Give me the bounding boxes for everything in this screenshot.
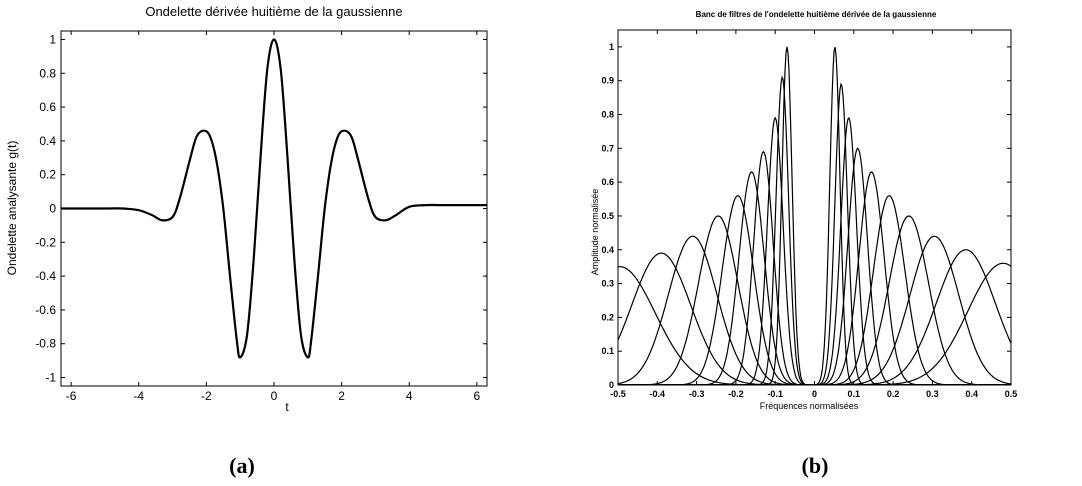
chart-b-filter-line [618, 82, 1011, 385]
chart-a-y-tick-label: -0.8 [35, 337, 56, 351]
chart-b-x-tick-label: 0.5 [1005, 389, 1018, 399]
chart-b-y-tick-label: 0.5 [601, 211, 614, 221]
chart-b-x-tick-label: -0.1 [767, 389, 783, 399]
chart-a-y-ticks: -1 -0.8 -0.6 -0.4 -0.2 0 0.2 0.4 0.6 0.8 1 [35, 32, 487, 385]
chart-b-filter-line [618, 266, 1011, 385]
chart-b-filter-line [618, 195, 1011, 385]
chart-b-x-axis-label: Fréquences normalisées [760, 401, 859, 411]
chart-a-x-axis-label: t [285, 400, 289, 414]
chart-a-y-tick-label: 0.8 [39, 66, 56, 80]
chart-a-series-line [60, 38, 487, 359]
caption-a: (a) [229, 453, 255, 478]
chart-b-x-tick-label: -0.2 [728, 389, 744, 399]
chart-b-filter-line [618, 235, 1011, 385]
chart-b-y-tick-label: 0 [609, 380, 614, 390]
chart-b-filter-line [618, 116, 1011, 385]
chart-b-x-tick-label: 0.3 [926, 389, 939, 399]
chart-b-x-tick-label: 0 [812, 389, 817, 399]
chart-b-x-tick-label: 0.4 [965, 389, 978, 399]
chart-b-filter-line [618, 116, 1011, 385]
chart-b-y-tick-label: 0.2 [601, 312, 614, 322]
chart-b-x-tick-label: -0.5 [610, 389, 626, 399]
chart-a-x-tick-label: 2 [338, 389, 345, 403]
chart-b-y-tick-label: 0.6 [601, 177, 614, 187]
chart-b-filter-line [618, 215, 1011, 385]
chart-a-y-tick-label: 0.2 [39, 168, 56, 182]
chart-a-x-tick-label: 4 [406, 389, 413, 403]
chart-a-title: Ondelette dérivée huitième de la gaussie… [145, 4, 402, 19]
chart-b-filter-line [618, 46, 1011, 385]
chart-b-filter-line [618, 249, 1011, 385]
chart-b-filter-line [618, 262, 1011, 385]
chart-b-y-tick-label: 0.8 [601, 110, 614, 120]
chart-a: Ondelette dérivée huitième de la gaussie… [5, 4, 488, 414]
chart-a-y-tick-label: 0.6 [39, 100, 56, 114]
chart-b-filter-line [618, 147, 1011, 385]
chart-a-x-ticks: -6 -4 -2 0 2 4 6 [66, 31, 481, 403]
chart-a-x-tick-label: -6 [66, 389, 77, 403]
chart-b-filter-line [618, 195, 1011, 385]
chart-a-y-axis-label: Ondelette analysante g(t) [5, 141, 19, 276]
chart-b-x-ticks: -0.5 -0.4 -0.3 -0.2 -0.1 0 0.1 0.2 0.3 0.4 0.5 [610, 30, 1017, 399]
chart-b-filter-line [618, 252, 1011, 385]
chart-b-y-tick-label: 0.4 [601, 245, 614, 255]
chart-b-filter-line [618, 47, 1011, 385]
chart-a-y-tick-label: -0.6 [35, 303, 56, 317]
chart-a-y-tick-label: 0 [49, 202, 56, 216]
chart-b-y-tick-label: 0.7 [601, 143, 614, 153]
chart-a-y-tick-label: -1 [45, 371, 56, 385]
chart-b-y-tick-label: 0.3 [601, 279, 614, 289]
chart-a-x-tick-label: 0 [271, 389, 278, 403]
chart-b-x-tick-label: 0.2 [887, 389, 900, 399]
chart-b-x-tick-label: -0.4 [650, 389, 666, 399]
chart-a-x-tick-label: 6 [474, 389, 481, 403]
chart-b-y-tick-label: 0.1 [601, 346, 614, 356]
chart-b-y-tick-label: 1 [609, 42, 614, 52]
chart-a-y-tick-label: 1 [49, 32, 56, 46]
chart-a-y-tick-label: 0.4 [39, 134, 56, 148]
chart-a-y-tick-label: -0.2 [35, 235, 56, 249]
chart-b-filter-line [618, 75, 1011, 385]
chart-b-filter-curves [618, 46, 1011, 385]
caption-b: (b) [802, 453, 829, 478]
chart-b: Banc de filtres de l'ondelette huitième … [590, 10, 1017, 411]
chart-b-y-ticks: 0 0.1 0.2 0.3 0.4 0.5 0.6 0.7 0.8 0.9 1 [601, 42, 1011, 390]
chart-b-title: Banc de filtres de l'ondelette huitième … [696, 10, 937, 19]
chart-a-y-tick-label: -0.4 [35, 269, 56, 283]
chart-b-y-axis-label: Amplitude normalisée [590, 189, 600, 276]
chart-b-filter-line [618, 215, 1011, 385]
chart-b-x-tick-label: 0.1 [848, 389, 861, 399]
chart-b-plot-frame [617, 29, 1012, 386]
chart-b-x-tick-label: -0.3 [689, 389, 705, 399]
chart-b-filter-line [618, 150, 1011, 385]
chart-a-x-tick-label: -2 [201, 389, 212, 403]
chart-a-x-tick-label: -4 [133, 389, 144, 403]
chart-b-filter-line [618, 235, 1011, 385]
chart-b-y-tick-label: 0.9 [601, 76, 614, 86]
